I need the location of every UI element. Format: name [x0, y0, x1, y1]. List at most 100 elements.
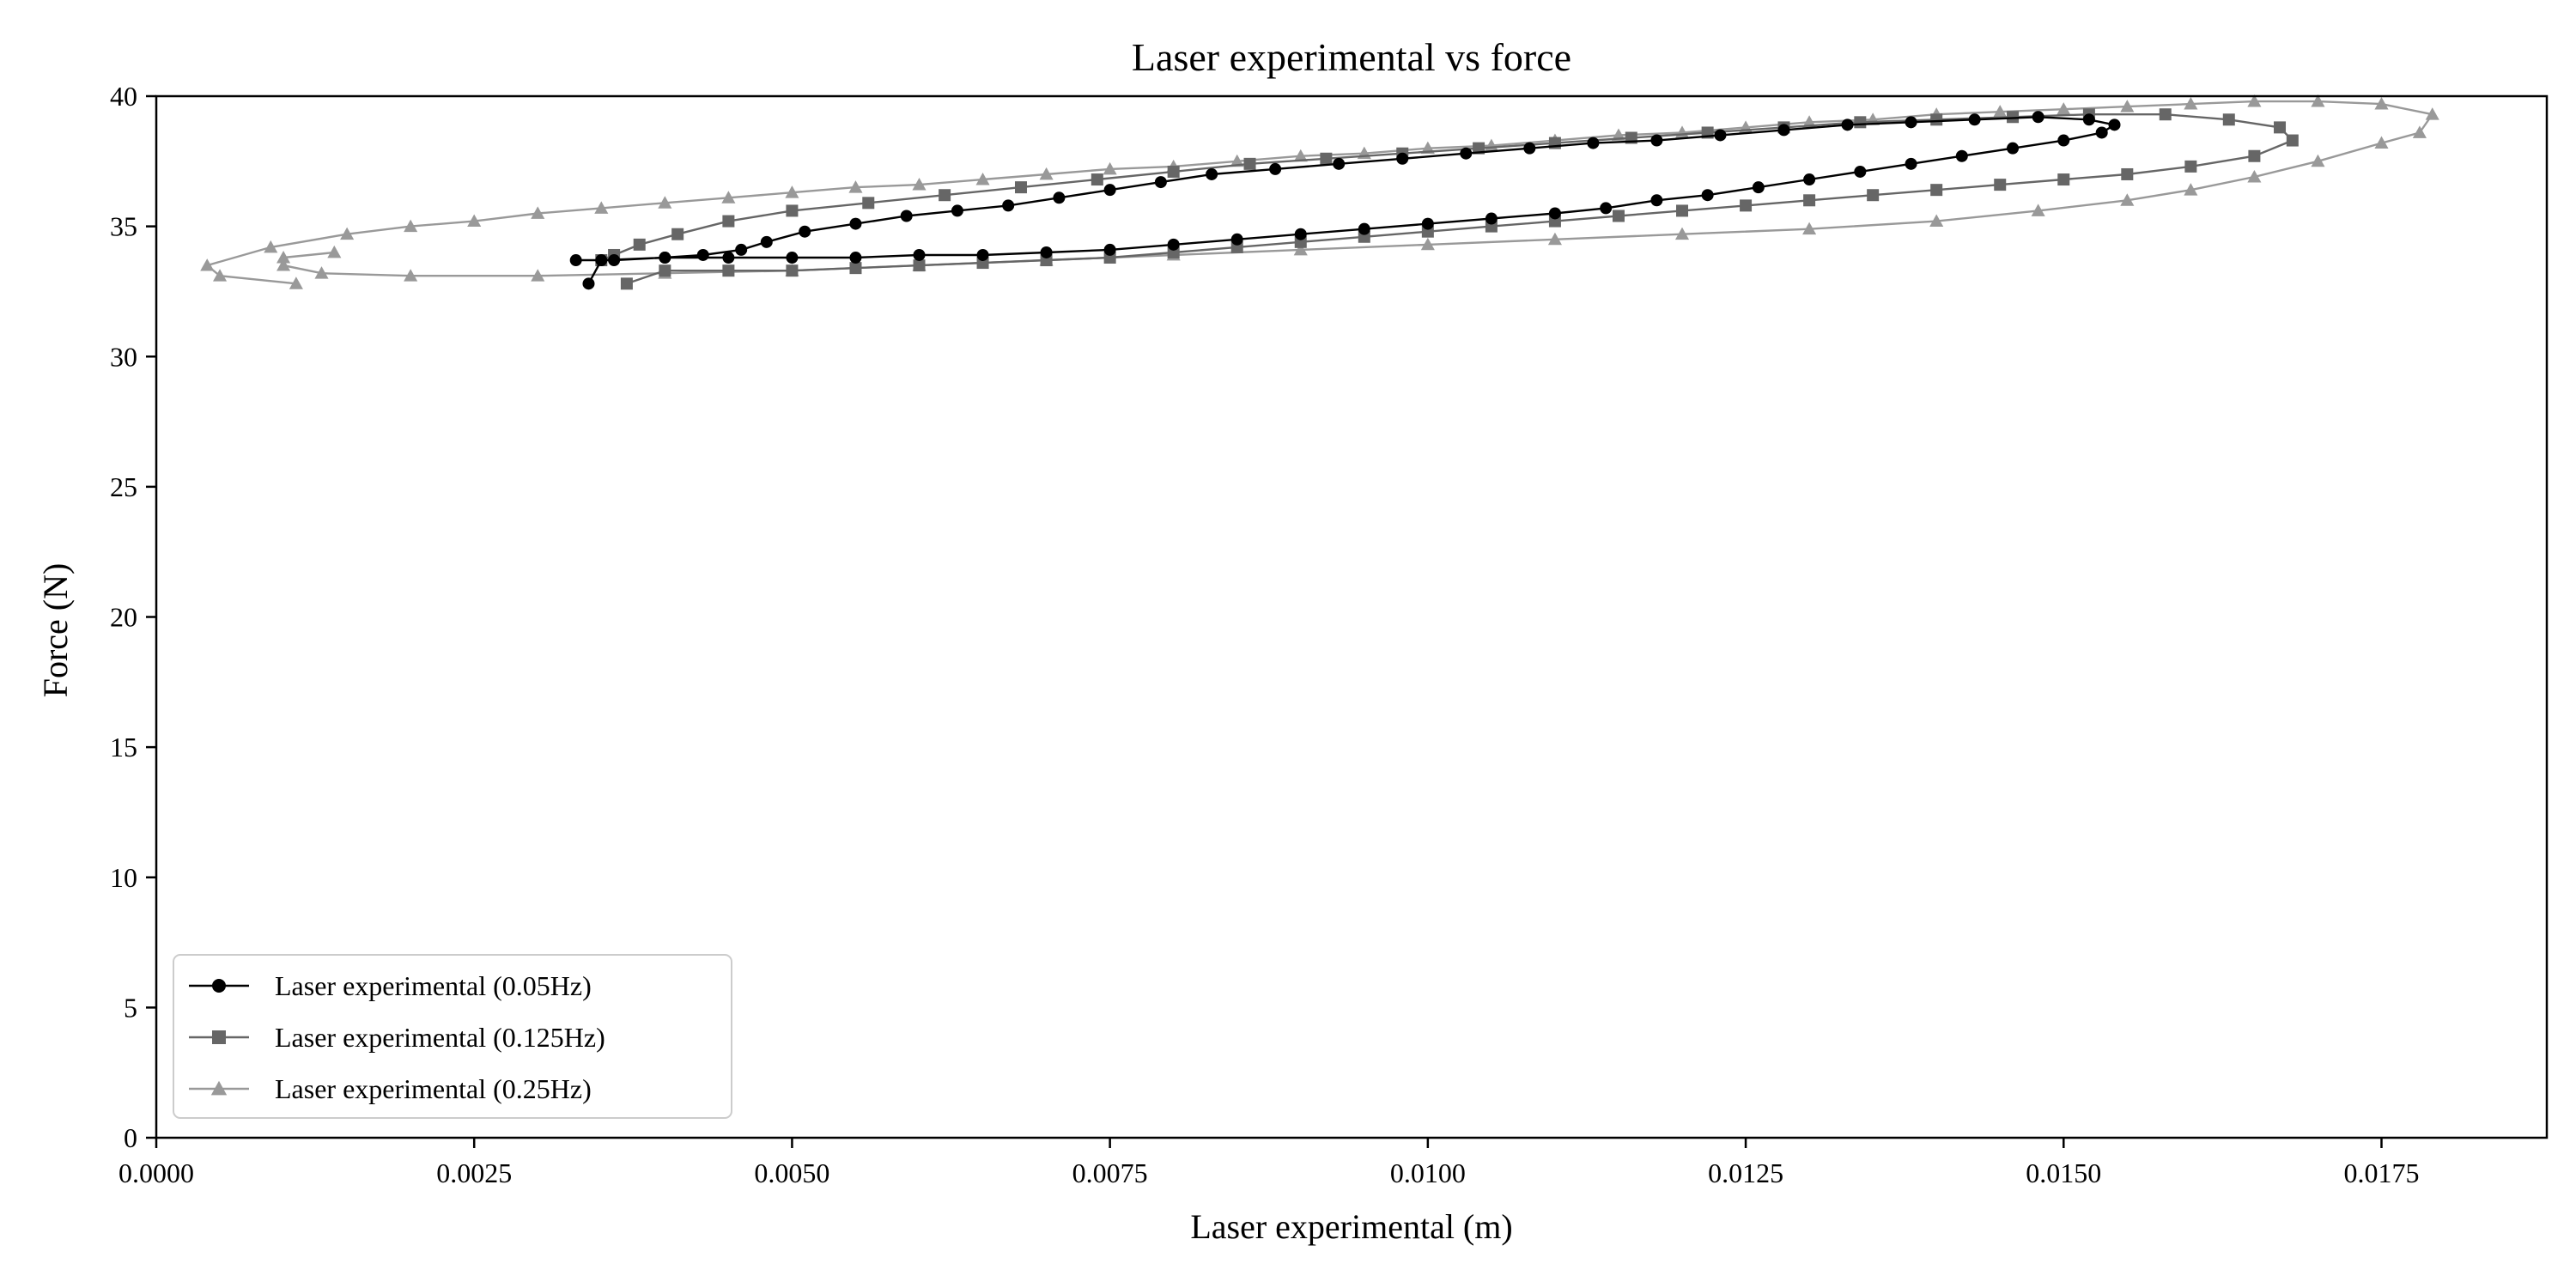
data-point: [340, 227, 355, 240]
data-point: [212, 269, 228, 282]
data-point: [569, 254, 582, 267]
series-line: [204, 100, 2434, 285]
series-circle: [569, 111, 2121, 290]
legend-label: Laser experimental (0.125Hz): [275, 1022, 605, 1053]
data-point: [1039, 167, 1054, 180]
data-point: [1103, 184, 1116, 197]
data-point: [1420, 237, 1435, 251]
data-point: [1396, 152, 1409, 165]
x-tick-label: 0.0150: [2026, 1157, 2101, 1188]
data-point: [404, 219, 418, 233]
data-point: [1485, 212, 1498, 225]
data-point: [289, 276, 303, 289]
data-point: [976, 248, 989, 261]
data-point: [2247, 169, 2262, 183]
data-point: [1167, 238, 1180, 251]
data-point: [2082, 113, 2095, 126]
data-point: [1905, 116, 1917, 129]
data-point: [1752, 181, 1765, 194]
data-point: [786, 264, 799, 277]
data-point: [862, 197, 875, 210]
data-point: [1841, 118, 1854, 131]
data-point: [1676, 204, 1689, 217]
data-point: [1333, 157, 1346, 170]
data-point: [786, 252, 799, 264]
data-point: [2184, 183, 2198, 196]
data-point: [671, 228, 684, 240]
data-point: [2374, 136, 2389, 149]
plot-area: [200, 94, 2439, 290]
data-point: [314, 266, 329, 279]
series-square: [595, 108, 2299, 290]
x-tick-label: 0.0125: [1708, 1157, 1783, 1188]
data-point: [264, 240, 278, 253]
data-point: [2031, 204, 2045, 216]
legend-marker: [210, 1080, 228, 1096]
y-tick-label: 40: [110, 81, 137, 112]
data-point: [1993, 105, 2008, 118]
data-point: [1294, 228, 1307, 240]
data-point: [849, 262, 862, 275]
data-point: [849, 217, 862, 230]
data-point: [2007, 111, 2020, 124]
data-point: [658, 196, 672, 209]
series-triangle: [200, 94, 2439, 289]
data-point: [900, 210, 913, 222]
data-point: [1014, 181, 1027, 194]
data-point: [1802, 222, 1817, 235]
data-point: [1854, 165, 1867, 178]
data-point: [2425, 107, 2439, 120]
y-axis-title: Force (N): [36, 563, 75, 698]
data-point: [1854, 116, 1867, 129]
y-tick-label: 35: [110, 211, 137, 242]
data-point: [1930, 113, 1943, 126]
data-point: [1320, 152, 1333, 165]
y-tick-label: 10: [110, 862, 137, 893]
data-point: [735, 243, 748, 256]
data-point: [849, 252, 862, 264]
data-point: [722, 215, 735, 228]
data-point: [531, 269, 545, 282]
data-point: [2184, 97, 2198, 110]
data-point: [1650, 194, 1663, 207]
data-point: [1587, 137, 1600, 149]
data-point: [1930, 184, 1943, 197]
data-point: [1091, 173, 1103, 186]
data-point: [1230, 233, 1243, 246]
legend-marker: [212, 979, 226, 993]
data-point: [1293, 242, 1308, 256]
x-tick-label: 0.0175: [2343, 1157, 2419, 1188]
data-point: [1803, 173, 1816, 186]
data-point: [722, 264, 735, 277]
legend-marker: [212, 1030, 226, 1044]
data-point: [1740, 199, 1753, 212]
x-tick-label: 0.0025: [436, 1157, 512, 1188]
data-point: [1612, 210, 1625, 222]
data-point: [1154, 176, 1167, 189]
data-point: [1701, 189, 1714, 202]
data-point: [1206, 167, 1218, 180]
data-point: [531, 206, 545, 219]
series-line: [575, 116, 2117, 284]
data-point: [2057, 134, 2070, 147]
data-point: [2057, 102, 2071, 115]
data-point: [1777, 124, 1790, 137]
data-point: [594, 201, 609, 214]
data-point: [276, 258, 291, 271]
data-point: [2286, 134, 2299, 147]
data-point: [975, 172, 990, 185]
data-point: [785, 185, 799, 198]
data-point: [721, 191, 736, 204]
data-point: [722, 252, 735, 264]
legend-box: [173, 954, 732, 1119]
y-tick-label: 25: [110, 471, 137, 502]
data-point: [2247, 94, 2262, 107]
y-tick-label: 0: [124, 1122, 137, 1153]
data-point: [1040, 246, 1053, 258]
data-point: [912, 178, 927, 191]
series-line: [600, 113, 2294, 285]
data-point: [2222, 113, 2235, 126]
data-point: [1674, 227, 1690, 240]
